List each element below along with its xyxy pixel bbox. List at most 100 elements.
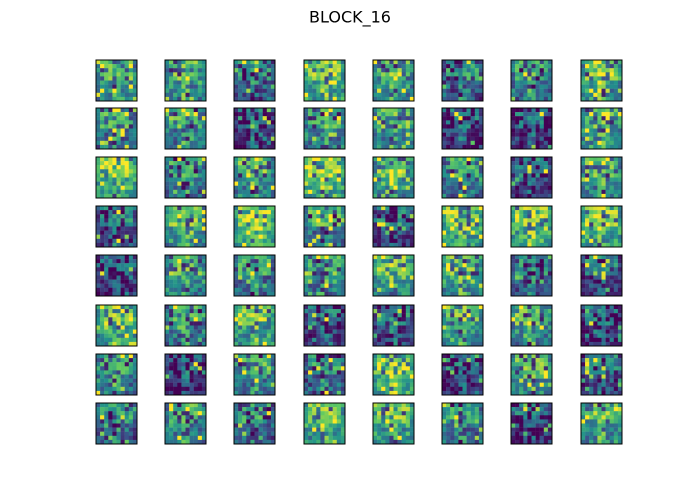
pixel [377,267,382,272]
pixel [547,132,553,137]
pixel [523,108,528,113]
pixel [193,181,198,186]
pixel [185,214,190,219]
pixel [515,222,520,227]
pixel [181,96,186,102]
pixel [597,279,602,284]
pixel [535,210,540,215]
pixel [617,341,623,347]
pixel [609,214,614,219]
pixel [96,283,101,288]
pixel [100,88,105,93]
pixel [613,279,619,284]
pixel [120,267,125,272]
pixel [128,354,134,359]
pixel [304,234,309,239]
pixel [128,210,134,215]
pixel [585,132,590,137]
pixel [197,140,203,146]
pixel [266,230,272,235]
pixel [589,181,594,186]
pixel [250,291,255,297]
pixel [601,337,606,343]
pixel [531,112,536,117]
pixel [597,283,602,288]
pixel [336,68,342,73]
pixel [201,157,207,162]
pixel [470,136,475,141]
pixel [308,291,313,297]
pixel [597,112,602,117]
pixel [116,173,121,178]
pixel [397,124,402,129]
pixel [474,60,480,65]
pixel [385,287,390,293]
pixel [100,124,105,129]
pixel [100,222,105,227]
pixel [581,325,586,330]
pixel [527,234,532,239]
pixel [605,116,610,121]
pixel [169,291,174,297]
pixel [165,64,170,69]
pixel [316,230,321,235]
pixel [169,189,174,195]
pixel [312,72,317,77]
pixel [242,165,247,170]
pixel [185,313,190,318]
pixel [242,283,247,288]
pixel [470,275,475,280]
pixel [609,325,614,330]
pixel [397,189,402,195]
pixel [462,189,467,195]
pixel [316,313,321,318]
pixel [312,283,317,288]
pixel [405,218,411,223]
pixel [519,140,524,146]
pixel [128,226,134,231]
pixel [470,72,475,77]
pixel [547,136,553,141]
pixel [316,128,321,133]
pixel [446,177,451,182]
pixel [523,189,528,195]
pixel [389,222,394,227]
pixel [543,157,549,162]
pixel [328,242,333,248]
pixel [527,341,532,347]
pixel [515,64,520,69]
tile-frame [164,205,207,248]
pixel [250,275,255,280]
pixel [609,88,614,93]
pixel [336,185,342,190]
pixel [169,140,174,146]
pixel [320,218,325,223]
pixel [617,271,623,276]
pixel [100,177,105,182]
pixel [304,144,309,150]
pixel [262,242,267,248]
pixel [373,259,378,264]
pixel [312,169,317,174]
pixel [201,165,207,170]
pixel [258,60,263,65]
pixel [405,325,411,330]
pixel [185,120,190,125]
pixel [108,279,113,284]
pixel [381,291,386,297]
pixel [385,72,390,77]
pixel [393,144,398,150]
pixel [474,165,480,170]
pixel [593,68,598,73]
pixel [519,214,524,219]
feature-map [510,107,553,150]
pixel [385,317,390,322]
pixel [100,309,105,314]
pixel [539,333,544,338]
pixel [254,329,259,334]
pixel [409,136,415,141]
pixel [466,185,471,190]
pixel [547,279,553,284]
pixel [266,259,272,264]
pixel [108,60,113,65]
